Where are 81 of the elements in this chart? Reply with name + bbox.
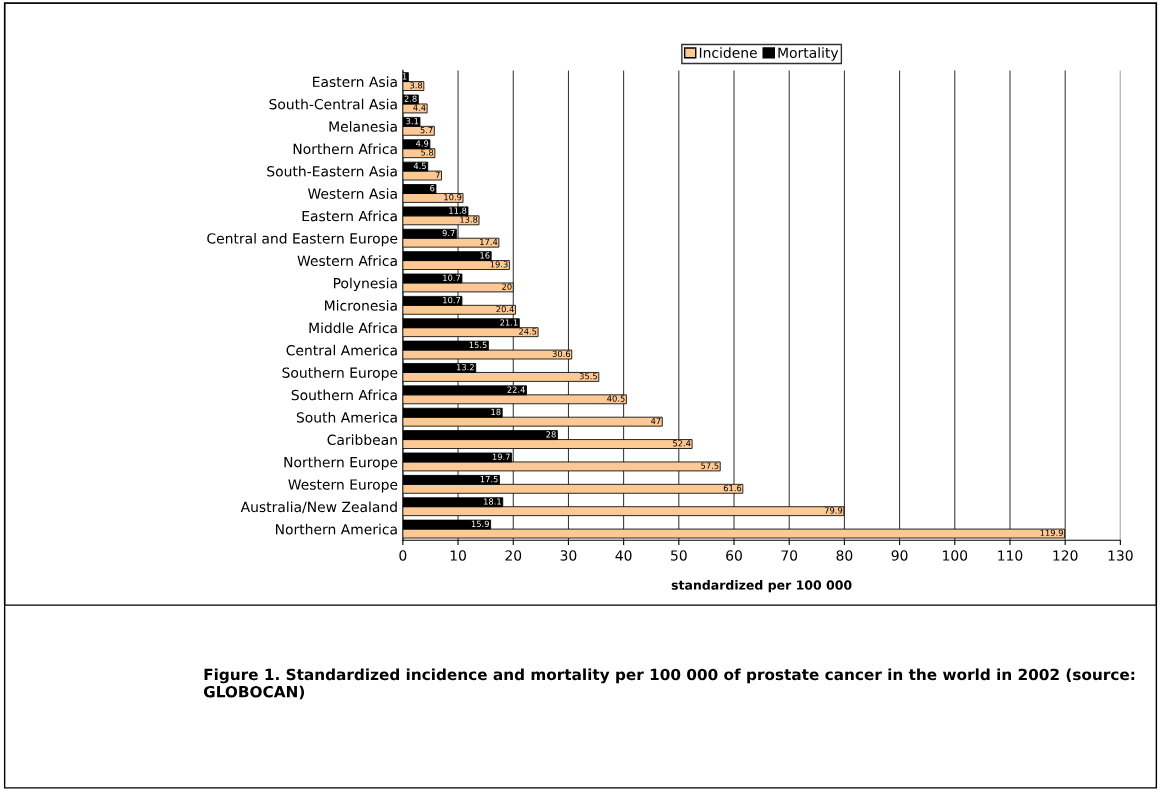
- data-label: 10.9: [444, 194, 462, 201]
- data-label: 18: [491, 408, 501, 416]
- y-tick-label: Southern Africa: [291, 389, 397, 401]
- y-tick-label: Eastern Asia: [313, 76, 397, 88]
- y-tick-label: Northern America: [276, 523, 397, 535]
- y-tick-label: South-Eastern Asia: [267, 165, 397, 177]
- data-label: 13.8: [460, 216, 478, 223]
- y-tick-label: Central America: [286, 344, 397, 356]
- x-tick-label: 60: [726, 550, 742, 561]
- y-tick-label: Polynesia: [333, 277, 397, 292]
- x-tick-label: 80: [836, 550, 853, 561]
- data-label: 10.7: [443, 274, 461, 281]
- x-tick-label: 10: [450, 550, 466, 561]
- data-label: 9.7: [442, 229, 455, 237]
- y-tick-label: Australia/New Zealand: [240, 501, 397, 514]
- data-label: 20: [502, 283, 512, 290]
- y-tick-label: Middle Africa: [309, 322, 397, 334]
- x-tick-label: 20: [505, 550, 522, 561]
- data-label: 15.9: [471, 520, 489, 528]
- data-label: 6: [430, 185, 435, 192]
- data-label: 5.7: [420, 127, 433, 134]
- data-label: 4.4: [413, 104, 426, 111]
- y-tick-label: Eastern Africa: [302, 210, 397, 222]
- x-tick-label: 120: [1053, 550, 1078, 561]
- data-label: 20.4: [496, 305, 514, 313]
- data-label: 4.9: [415, 140, 429, 147]
- y-tick-label: Northern Africa: [293, 143, 397, 155]
- data-label: 24.5: [519, 328, 537, 335]
- data-label: 28: [546, 431, 556, 438]
- data-label: 21.1: [500, 319, 518, 326]
- y-tick-label: Northern Europe: [284, 456, 398, 471]
- data-label: 47: [650, 417, 661, 424]
- data-label: 79.9: [824, 507, 843, 514]
- y-tick-label: Southern Europe: [282, 367, 398, 381]
- x-tick-label: 70: [781, 550, 798, 561]
- data-label: 30.6: [552, 350, 571, 357]
- data-label: 61.6: [723, 484, 742, 492]
- x-tick-label: 130: [1108, 550, 1133, 561]
- data-label: 2.8: [404, 95, 417, 102]
- data-label: 3.8: [410, 82, 423, 89]
- data-label: 7: [435, 171, 440, 178]
- data-label: 40.5: [607, 395, 625, 402]
- data-label: 17.5: [480, 476, 498, 483]
- data-label: 119.9: [1040, 529, 1063, 536]
- data-label: 18.1: [484, 498, 501, 505]
- y-tick-label: Western Europe: [288, 479, 398, 493]
- x-tick-label: 90: [891, 550, 908, 561]
- data-label: 35.5: [579, 373, 597, 380]
- data-label: 19.3: [490, 261, 508, 268]
- data-label: 19.7: [492, 453, 510, 460]
- text: Figure 1. Standardized incidence and mortality per 100 000 of prostate cancer in the world in 2002 (source: GLOBOCAN): [203, 668, 1135, 700]
- data-label: 15.5: [469, 341, 487, 349]
- data-label: 1: [402, 73, 407, 80]
- data-label: 52.4: [673, 440, 691, 447]
- x-tick-label: 0: [399, 550, 407, 561]
- data-label: 22.4: [507, 386, 525, 393]
- data-label: 17.4: [480, 238, 498, 245]
- y-tick-label: Western Africa: [297, 255, 397, 267]
- y-tick-label: Caribbean: [327, 434, 397, 446]
- data-label: 16: [480, 252, 490, 259]
- y-tick-label: South America: [296, 411, 397, 423]
- x-tick-label: 100: [943, 550, 968, 561]
- y-tick-label: Melanesia: [329, 121, 397, 132]
- x-tick-label: 30: [560, 550, 577, 561]
- data-label: 4.5: [413, 162, 426, 170]
- data-label: 11.8: [449, 207, 467, 214]
- data-label: 3.1: [406, 117, 419, 125]
- data-label: 57.5: [701, 462, 719, 469]
- legend-label: Incidene: [699, 47, 757, 58]
- x-axis-title: standardized per 100 000: [671, 580, 852, 593]
- x-tick-label: 40: [615, 550, 632, 561]
- y-tick-label: Central and Eastern Europe: [207, 232, 398, 247]
- y-tick-label: Micronesia: [325, 300, 397, 311]
- data-label: 13.2: [456, 364, 474, 371]
- y-tick-label: Western Asia: [307, 188, 397, 199]
- x-tick-label: 110: [998, 550, 1023, 561]
- data-label: 10.7: [443, 296, 461, 304]
- legend-label: Mortality: [778, 47, 839, 61]
- data-label: 5.8: [421, 149, 434, 156]
- y-tick-label: South-Central Asia: [269, 98, 397, 110]
- x-tick-label: 50: [671, 550, 687, 561]
